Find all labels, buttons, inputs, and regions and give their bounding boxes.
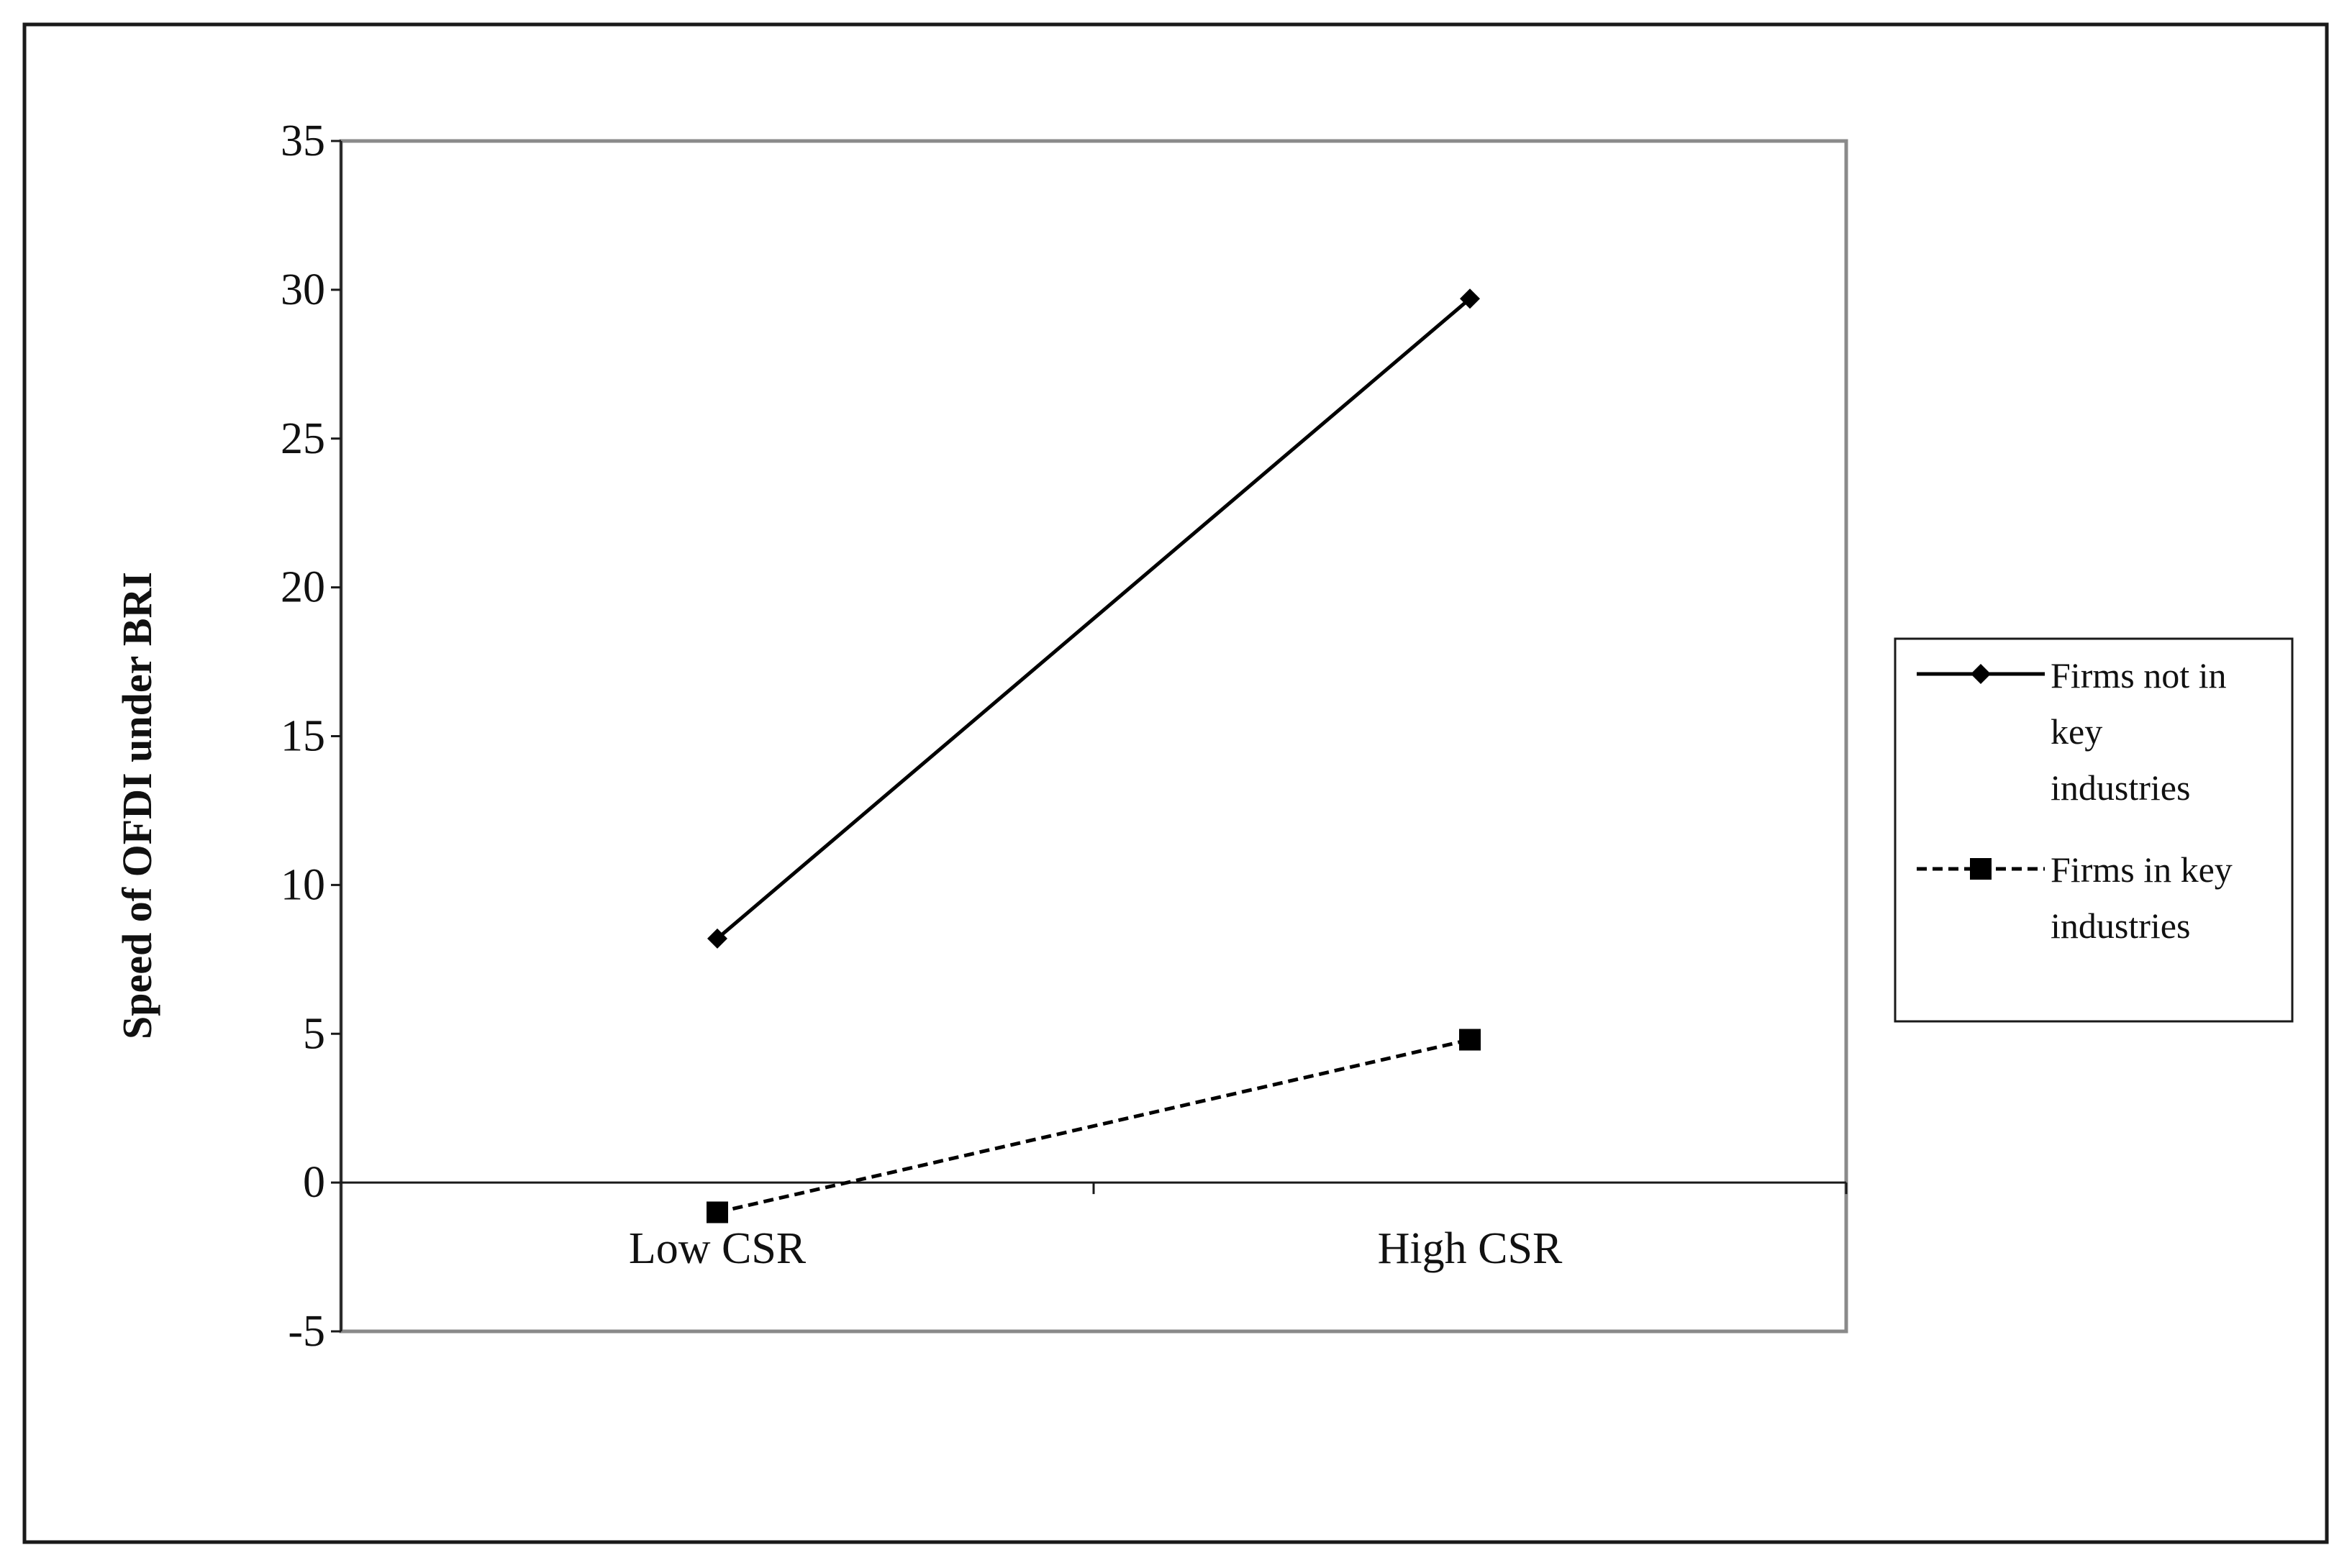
legend-label-1: Firms not in [2051, 655, 2226, 696]
y-tick-label: 15 [281, 712, 325, 761]
x-tick-label: High CSR [1378, 1224, 1563, 1273]
plot-area [339, 139, 1848, 1334]
data-point-2-1 [707, 1201, 728, 1223]
y-tick-label: 5 [303, 1009, 325, 1058]
x-axis: Low CSR High CSR [340, 1181, 1848, 1273]
legend: Firms not in key industries Firms in key ind… [1894, 637, 2294, 1023]
legend-label-1: key [2051, 711, 2102, 752]
y-tick-label: 30 [281, 265, 325, 314]
y-tick-label: 35 [281, 117, 325, 165]
y-tick-label: 25 [281, 414, 325, 463]
series-line-2 [717, 1038, 1471, 1214]
legend-label-1: industries [2051, 767, 2190, 808]
series-line-1 [716, 297, 1471, 940]
y-tick-label: 20 [281, 563, 325, 612]
data-point-1-2 [1460, 288, 1480, 309]
y-tick-label: 10 [281, 860, 325, 909]
x-tick-label: Low CSR [629, 1224, 807, 1273]
legend-label-2: Firms in key [2051, 849, 2233, 890]
legend-items: Firms not in key industries Firms in key ind… [1917, 655, 2233, 946]
y-axis-title: Speed of OFDI under BRI [114, 572, 160, 1039]
y-tick-label: -5 [288, 1307, 325, 1356]
legend-marker-1 [1971, 664, 1991, 684]
data-point-2-2 [1459, 1029, 1481, 1051]
legend-marker-2 [1970, 858, 1992, 880]
series-layer [707, 288, 1481, 1223]
y-tick-label: 0 [303, 1158, 325, 1207]
legend-box [1894, 637, 2294, 1023]
data-point-1-1 [707, 928, 727, 949]
legend-label-2: industries [2051, 906, 2190, 946]
y-axis-ticks: -5 0 5 10 15 20 25 30 35 [281, 117, 341, 1356]
